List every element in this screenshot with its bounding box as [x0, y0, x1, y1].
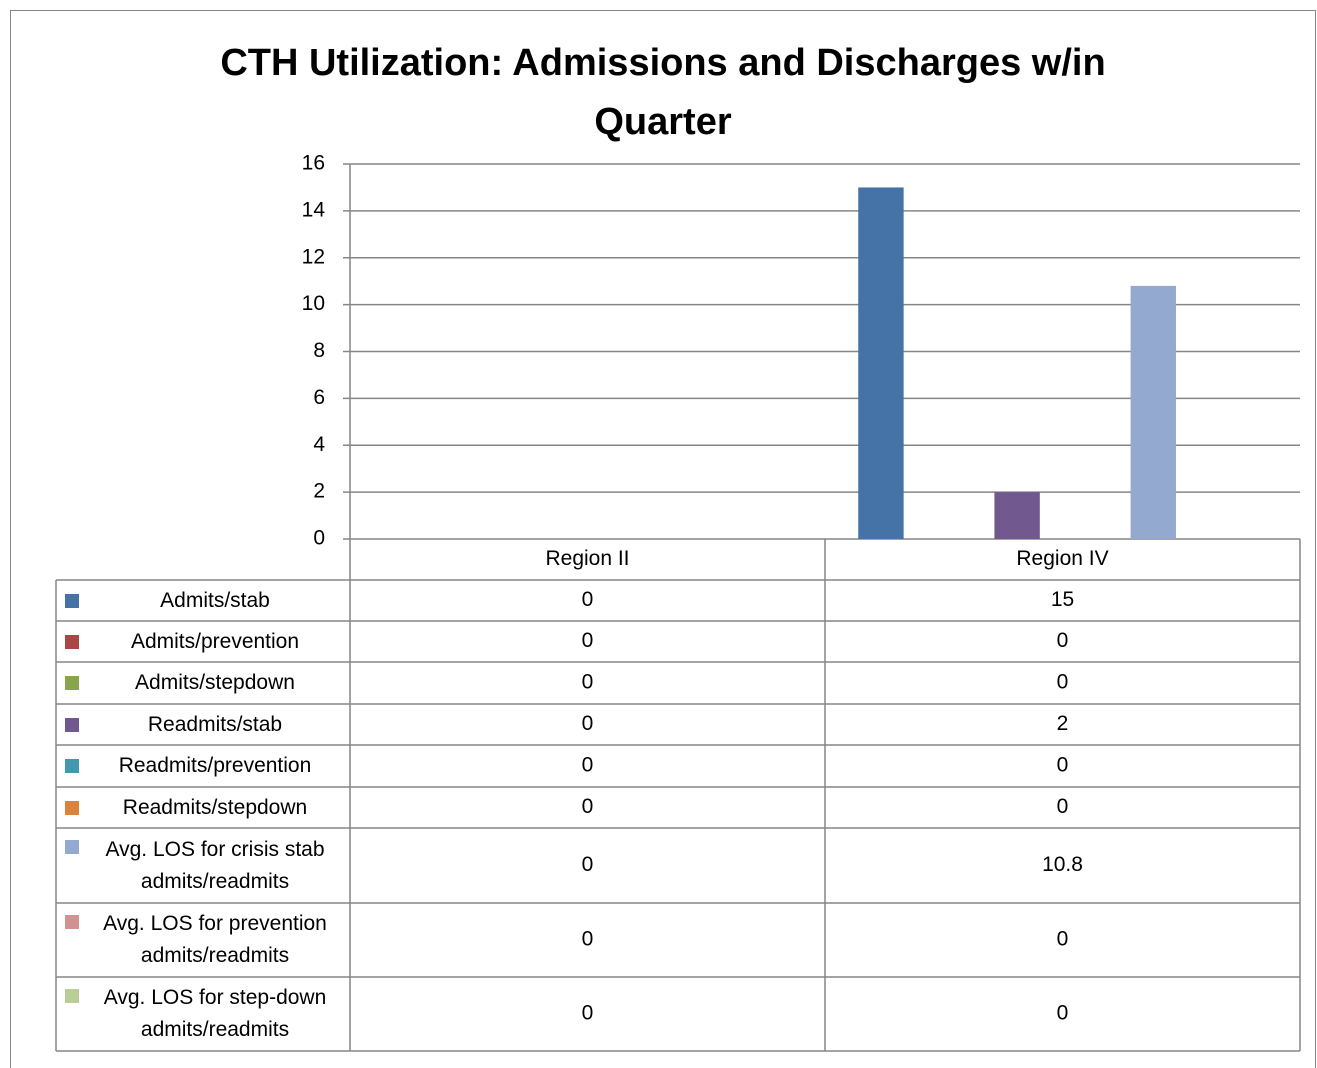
- table-value: 0: [582, 629, 594, 652]
- table-value: 0: [1057, 754, 1069, 777]
- bar: [994, 492, 1040, 539]
- legend-swatch: [65, 989, 79, 1003]
- table-value: 0: [1057, 795, 1069, 818]
- legend-label: Admits/stab: [160, 588, 270, 612]
- y-tick-label: 10: [302, 292, 325, 315]
- table-value: 0: [1057, 629, 1069, 652]
- legend-entry: Readmits/stab: [60, 704, 348, 745]
- y-tick-label: 14: [302, 198, 326, 221]
- y-tick-label: 16: [302, 152, 325, 175]
- legend-swatch: [65, 840, 79, 854]
- table-value: 0: [582, 671, 594, 694]
- table-value: 0: [1057, 1002, 1069, 1025]
- legend-swatch: [65, 634, 79, 649]
- legend-label: Readmits/stab: [147, 712, 283, 736]
- legend-entry: Avg. LOS for crisis stab admits/readmits: [60, 828, 348, 903]
- legend-label: Readmits/prevention: [118, 754, 312, 777]
- legend-label: Avg. LOS for prevention admits/readmits: [103, 912, 327, 967]
- legend-label: Avg. LOS for step-down admits/readmits: [103, 986, 327, 1041]
- legend-entry: Admits/prevention: [60, 621, 348, 662]
- legend-entry: Admits/stepdown: [60, 662, 348, 704]
- legend-swatch: [65, 717, 79, 732]
- y-tick-label: 2: [313, 480, 325, 503]
- y-tick-label: 12: [302, 245, 325, 268]
- chart-title: CTH Utilization: Admissions and Discharg…: [220, 42, 1106, 143]
- legend-label: Avg. LOS for crisis stab admits/readmits: [105, 837, 325, 893]
- table-value: 0: [582, 588, 594, 611]
- legend-swatch: [65, 800, 79, 815]
- legend-entry: Readmits/prevention: [60, 745, 348, 787]
- y-tick-label: 8: [313, 339, 325, 362]
- table-value: 0: [582, 928, 594, 951]
- legend-swatch: [65, 676, 79, 690]
- table-value: 0: [1057, 928, 1069, 951]
- legend-entry: Readmits/stepdown: [60, 787, 348, 828]
- y-tick-label: 0: [313, 527, 325, 550]
- table-value: 0: [582, 795, 594, 818]
- legend-swatch: [65, 915, 79, 929]
- table-value: 0: [1057, 671, 1069, 694]
- legend-entry: Avg. LOS for step-down admits/readmits: [60, 977, 348, 1051]
- legend-label: Readmits/stepdown: [122, 795, 308, 819]
- table-value: 10.8: [1042, 853, 1083, 876]
- legend-entry: Admits/stab: [60, 580, 348, 621]
- table-value: 0: [582, 712, 594, 735]
- legend-label: Admits/stepdown: [135, 671, 295, 694]
- table-value: 15: [1051, 588, 1074, 611]
- frame: [10, 10, 1316, 1068]
- y-tick-label: 6: [313, 386, 325, 409]
- x-tick-label: Region IV: [1016, 547, 1108, 570]
- table-value: 0: [582, 754, 594, 777]
- bar: [858, 187, 904, 539]
- legend-swatch: [65, 593, 79, 608]
- x-tick-label: Region II: [545, 547, 629, 570]
- legend-swatch: [65, 759, 79, 773]
- legend-entry: Avg. LOS for prevention admits/readmits: [60, 903, 348, 977]
- table-value: 0: [582, 853, 594, 876]
- table-value: 2: [1057, 712, 1069, 735]
- table-value: 0: [582, 1002, 594, 1025]
- legend-label: Admits/prevention: [130, 629, 300, 653]
- y-tick-label: 4: [313, 433, 325, 456]
- bar: [1130, 285, 1176, 539]
